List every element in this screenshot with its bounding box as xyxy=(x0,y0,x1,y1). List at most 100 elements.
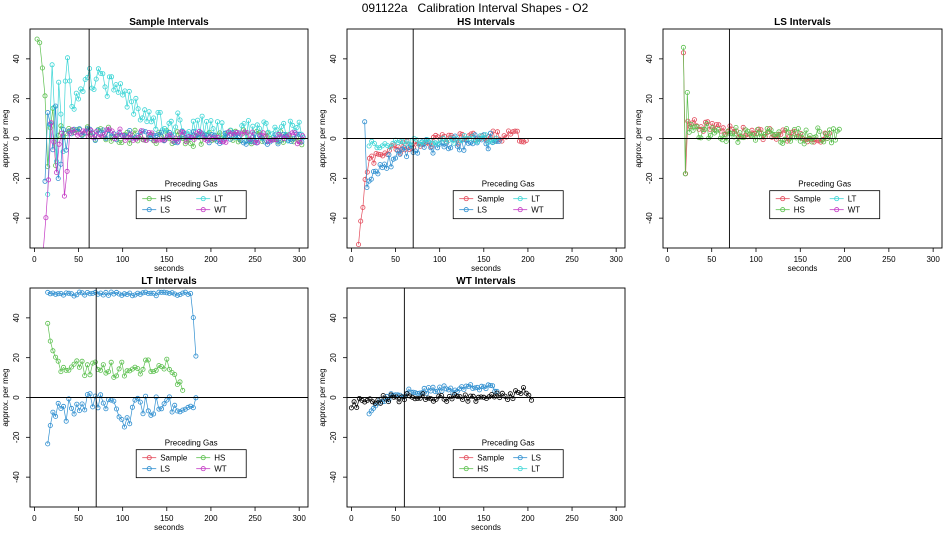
data-point xyxy=(100,71,106,77)
data-point xyxy=(124,415,130,421)
data-point xyxy=(67,78,73,84)
data-point xyxy=(118,81,124,87)
data-point xyxy=(454,143,460,149)
data-point xyxy=(45,289,51,295)
data-point xyxy=(111,87,117,93)
legend-entry-wt: WT xyxy=(531,206,544,215)
data-point xyxy=(476,387,482,393)
data-point xyxy=(126,88,132,94)
data-point xyxy=(156,289,162,295)
data-point xyxy=(297,139,303,145)
data-point xyxy=(519,139,525,145)
data-point xyxy=(385,143,391,149)
data-point xyxy=(288,138,294,144)
y-axis-label: approx. per meg xyxy=(1,368,10,426)
data-point xyxy=(255,139,261,145)
data-point xyxy=(188,141,194,147)
y-tick-label: 40 xyxy=(12,54,21,63)
data-point xyxy=(74,358,80,364)
x-tick-label: 300 xyxy=(292,255,306,264)
legend-entry-ls: LS xyxy=(160,465,170,474)
legend-entry-sample: Sample xyxy=(160,454,188,463)
data-point xyxy=(437,384,443,390)
data-point xyxy=(360,204,366,210)
data-point xyxy=(82,407,88,413)
data-point xyxy=(256,126,262,132)
data-point xyxy=(185,291,191,297)
chart-title: HS Intervals xyxy=(457,17,515,28)
y-axis-label: approx. per meg xyxy=(1,109,10,167)
legend-swatch-marker xyxy=(200,466,206,472)
legend-swatch-marker xyxy=(200,207,206,213)
data-point xyxy=(243,141,249,147)
y-tick-label: 0 xyxy=(645,136,654,141)
data-point xyxy=(503,134,509,140)
data-point xyxy=(153,394,159,400)
legend-entry-sample: Sample xyxy=(794,195,822,204)
data-point xyxy=(51,104,57,110)
data-point xyxy=(37,40,43,46)
data-point xyxy=(96,134,102,140)
data-point xyxy=(146,109,152,115)
data-point xyxy=(364,184,370,190)
data-point xyxy=(172,371,178,377)
data-point xyxy=(441,144,447,150)
data-point xyxy=(836,126,842,132)
data-point xyxy=(754,127,760,133)
data-point xyxy=(114,373,120,379)
data-point xyxy=(63,290,69,296)
y-tick-label: 0 xyxy=(12,395,21,400)
data-point xyxy=(698,135,704,141)
data-point xyxy=(120,132,126,138)
data-point xyxy=(432,389,438,395)
data-point xyxy=(821,139,827,145)
data-point xyxy=(454,393,460,399)
legend-entry-lt: LT xyxy=(214,195,223,204)
x-tick-label: 250 xyxy=(248,255,262,264)
data-point xyxy=(109,74,115,80)
data-point xyxy=(388,164,394,170)
data-point xyxy=(515,389,521,395)
series-line-hs xyxy=(36,38,303,167)
y-tick-label: 40 xyxy=(329,313,338,322)
data-point xyxy=(271,137,277,143)
data-point xyxy=(198,141,204,147)
data-layer xyxy=(34,36,307,248)
data-point xyxy=(47,291,53,297)
legend-swatch-marker xyxy=(780,196,786,202)
data-point xyxy=(148,119,154,125)
data-point xyxy=(175,110,181,116)
data-point xyxy=(143,393,149,399)
data-point xyxy=(358,218,364,224)
data-point xyxy=(45,441,51,447)
data-point xyxy=(432,140,438,146)
data-point xyxy=(71,106,77,112)
data-point xyxy=(193,353,199,359)
data-point xyxy=(51,139,57,145)
data-point xyxy=(55,358,61,364)
data-point xyxy=(815,125,821,131)
data-point xyxy=(364,169,370,175)
data-point xyxy=(483,132,489,138)
data-point xyxy=(420,391,426,397)
chart-title: LT Intervals xyxy=(141,276,197,287)
data-point xyxy=(348,405,354,411)
data-point xyxy=(784,126,790,132)
data-point xyxy=(278,124,284,130)
data-point xyxy=(153,126,159,132)
data-point xyxy=(42,93,48,99)
data-point xyxy=(124,291,130,297)
data-point xyxy=(435,141,441,147)
data-point xyxy=(412,396,418,402)
data-point xyxy=(142,107,148,113)
data-point xyxy=(281,120,287,126)
figure-title: 091122a Calibration Interval Shapes - O2 xyxy=(361,1,589,15)
data-point xyxy=(250,123,256,129)
data-point xyxy=(121,373,127,379)
data-point xyxy=(461,386,467,392)
data-point xyxy=(128,99,134,105)
data-point xyxy=(119,140,125,146)
data-point xyxy=(181,129,187,135)
data-point xyxy=(121,291,127,297)
data-point xyxy=(448,145,454,151)
